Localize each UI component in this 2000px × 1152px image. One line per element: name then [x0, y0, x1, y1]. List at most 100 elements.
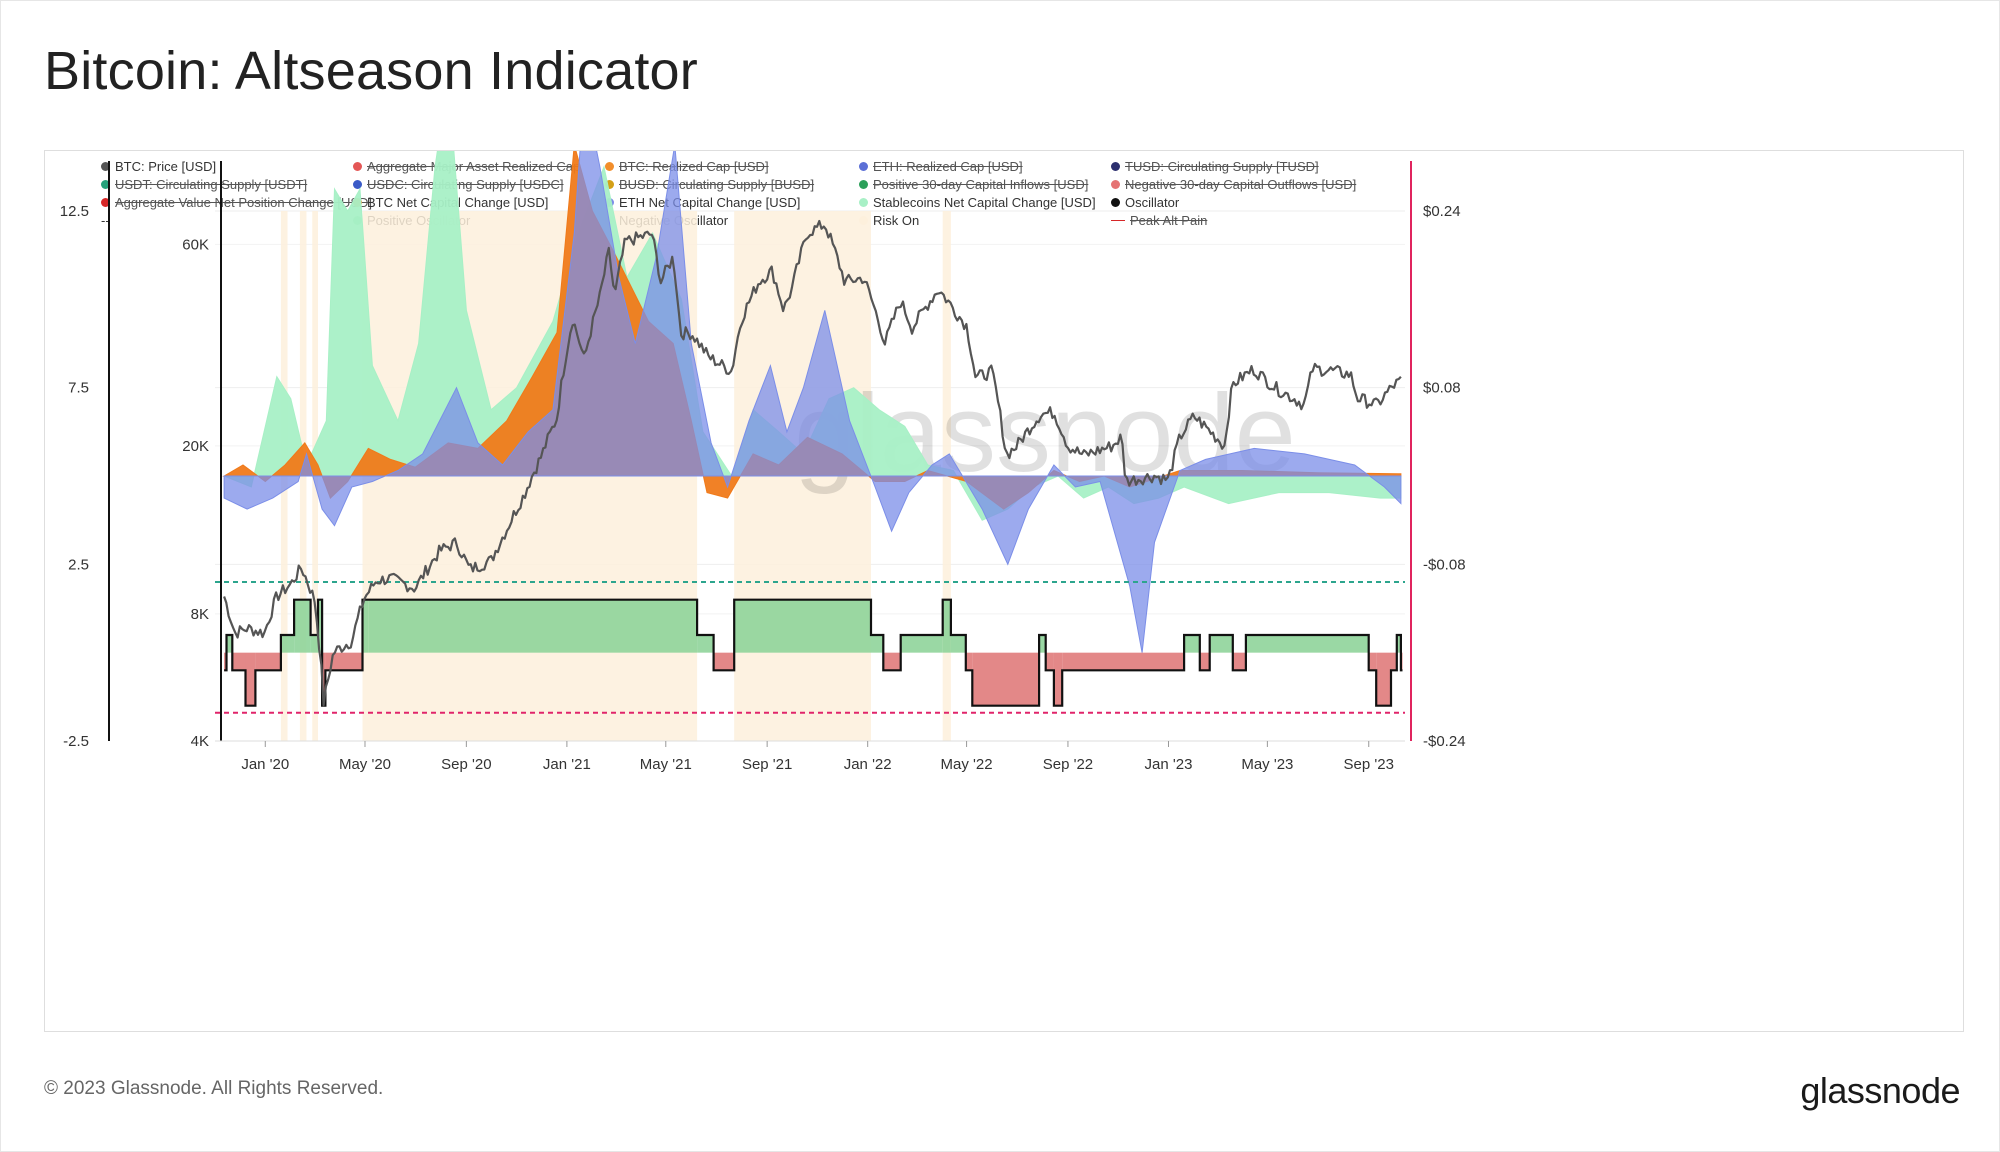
negative-oscillator-block — [1390, 652, 1397, 671]
legend-label: BTC: Price [USD] — [115, 159, 217, 174]
capital-area-eth — [223, 151, 1402, 653]
legend-dot-swatch — [859, 180, 868, 189]
positive-oscillator-block — [870, 635, 884, 653]
positive-oscillator-block — [1039, 635, 1046, 653]
negative-oscillator-block — [1376, 652, 1391, 706]
legend-item[interactable]: Aggregate Major Asset Realized Cap — [353, 159, 580, 174]
positive-oscillator-block — [280, 635, 295, 653]
page-title: Bitcoin: Altseason Indicator — [44, 41, 698, 101]
positive-oscillator-block — [1396, 635, 1401, 653]
legend-label: Aggregate Value Net Position Change [USD… — [115, 195, 373, 210]
legend-item[interactable]: -- — [101, 213, 110, 228]
legend-dot-swatch — [353, 180, 362, 189]
legend-dot-swatch — [859, 162, 868, 171]
oscillator-tick-label: 7.5 — [68, 380, 89, 397]
legend-dot-swatch — [101, 180, 110, 189]
positive-oscillator-block — [1184, 635, 1200, 653]
oscillator-tick-label: -2.5 — [63, 733, 89, 750]
capital-areas-group — [222, 151, 1402, 653]
legend-dot-swatch — [605, 180, 614, 189]
negative-oscillator-block — [1062, 652, 1185, 671]
legend-item[interactable]: BTC: Price [USD] — [101, 159, 216, 174]
legend-label: Positive 30-day Capital Inflows [USD] — [873, 177, 1089, 192]
legend-label: Negative 30-day Capital Outflows [USD] — [1125, 177, 1357, 192]
legend-item[interactable]: USDT: Circulating Supply [USDT] — [101, 177, 307, 192]
positive-oscillator-block — [1209, 635, 1233, 653]
x-tick-label: May '22 — [941, 756, 993, 773]
positive-oscillator-block — [950, 635, 966, 653]
legend-label: TUSD: Circulating Supply [TUSD] — [1125, 159, 1319, 174]
capital-tick-label: -$0.08 — [1423, 556, 1466, 573]
negative-oscillator-block — [255, 652, 281, 671]
oscillator-tick-label: 12.5 — [60, 203, 89, 220]
legend-label: USDT: Circulating Supply [USDT] — [115, 177, 308, 192]
x-tick-label: Jan '21 — [543, 756, 591, 773]
legend-dot-swatch — [1111, 162, 1120, 171]
legend-label: Peak Alt Pain — [1130, 213, 1208, 228]
chart-legend: BTC: Price [USD] Aggregate Major Asset Re… — [45, 151, 1963, 241]
legend-dot-swatch — [1111, 180, 1120, 189]
x-tick-label: May '21 — [640, 756, 692, 773]
positive-oscillator-block — [942, 599, 951, 653]
x-tick-label: Jan '22 — [844, 756, 892, 773]
legend-item[interactable]: Peak Alt Pain — [1111, 213, 1207, 228]
positive-oscillator-block — [900, 635, 943, 653]
x-tick-label: Sep '21 — [742, 756, 792, 773]
capital-tick-label: $0.24 — [1423, 203, 1461, 220]
price-tick-label: 60K — [182, 236, 209, 253]
negative-oscillator-block — [1368, 652, 1377, 671]
legend-label: Oscillator — [1125, 195, 1180, 210]
negative-oscillator-block — [972, 652, 1040, 706]
chart-panel: BTC: Price [USD] Aggregate Major Asset Re… — [44, 150, 1964, 1032]
x-tick-label: Sep '20 — [441, 756, 491, 773]
legend-label: -- — [101, 213, 110, 228]
legend-item[interactable]: Oscillator — [1111, 195, 1179, 210]
negative-oscillator-block — [322, 652, 326, 706]
legend-item[interactable]: Aggregate Value Net Position Change [USD… — [101, 195, 372, 210]
positive-oscillator-block — [1245, 635, 1369, 653]
negative-oscillator-block — [713, 652, 735, 671]
legend-dash-swatch — [1111, 220, 1125, 221]
legend-label: BTC: Realized Cap [USD] — [619, 159, 769, 174]
legend-label: Stablecoins Net Capital Change [USD] — [873, 195, 1096, 210]
negative-oscillator-block — [965, 652, 973, 671]
legend-item[interactable]: USDC: Circulating Supply [USDC] — [353, 177, 564, 192]
legend-dot-swatch — [101, 162, 110, 171]
positive-oscillator-block — [368, 599, 698, 653]
legend-item[interactable]: BTC: Realized Cap [USD] — [605, 159, 769, 174]
positive-oscillator-block — [294, 599, 311, 653]
legend-item[interactable]: TUSD: Circulating Supply [TUSD] — [1111, 159, 1319, 174]
legend-label: Risk On — [873, 213, 920, 228]
chart-svg: glassnode 12.57.52.5-2.560K20K8K4K$0.24$… — [60, 151, 1466, 773]
oscillator-tick-label: 2.5 — [68, 556, 89, 573]
x-tick-label: May '20 — [339, 756, 391, 773]
positive-oscillator-block — [318, 599, 323, 653]
x-tick-label: Sep '23 — [1344, 756, 1394, 773]
x-tick-label: May '23 — [1241, 756, 1293, 773]
positive-oscillator-block — [362, 599, 369, 653]
legend-item[interactable]: Negative 30-day Capital Outflows [USD] — [1111, 177, 1356, 192]
x-tick-label: Sep '22 — [1043, 756, 1093, 773]
legend-item[interactable]: ETH: Realized Cap [USD] — [859, 159, 1023, 174]
negative-oscillator-block — [232, 652, 246, 671]
x-tick-label: Jan '20 — [241, 756, 289, 773]
negative-oscillator-block — [245, 652, 256, 706]
negative-oscillator-block — [1199, 652, 1210, 671]
oscillator-group — [215, 581, 1405, 714]
legend-item[interactable]: Stablecoins Net Capital Change [USD] — [859, 195, 1096, 210]
x-tick-label: Jan '23 — [1145, 756, 1193, 773]
negative-oscillator-block — [883, 652, 901, 671]
price-tick-label: 4K — [191, 733, 209, 750]
legend-dot-swatch — [1111, 198, 1120, 207]
axes-group: 12.5 7.5 2.5 -2.5 60K 20K 8K 4K $0.24 $0.08 -$0.08… — [60, 161, 1466, 773]
positive-oscillator-block — [226, 635, 233, 653]
negative-oscillator-block — [224, 652, 227, 671]
oscillator-line — [224, 598, 1403, 707]
legend-dot-swatch — [353, 162, 362, 171]
legend-item[interactable]: Positive 30-day Capital Inflows [USD] — [859, 177, 1088, 192]
legend-label: ETH: Realized Cap [USD] — [873, 159, 1023, 174]
btc-price-line — [223, 219, 1402, 707]
capital-tick-label: $0.08 — [1423, 380, 1461, 397]
legend-dot-swatch — [859, 198, 868, 207]
capital-tick-label: -$0.24 — [1423, 733, 1466, 750]
